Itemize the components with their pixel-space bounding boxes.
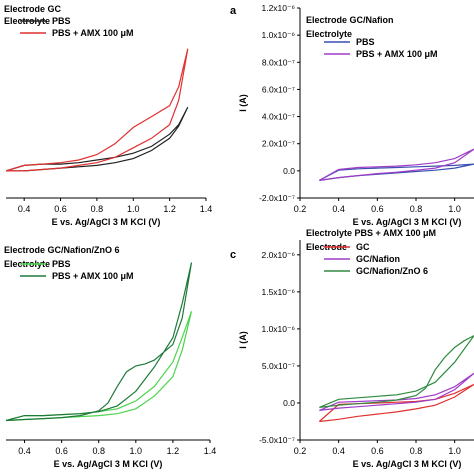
x-tick-label: 0.8: [92, 446, 105, 456]
y-tick-label: 2.0x10⁻⁷: [262, 139, 295, 149]
panel-bottom-left: 0.4 0.6 0.8 1.0 1.2 1.4 E vs. Ag/AgCl 3 M KCl …: [4, 245, 216, 469]
y-axis-label: I (A): [238, 331, 248, 349]
y-tick-label: 2.0x10⁻⁶: [261, 250, 295, 260]
legend-label-1: PBS: [356, 37, 375, 47]
x-tick-label: 1.2: [163, 204, 176, 214]
series-line-3: [319, 335, 474, 408]
annotation-title: Electrode GC/Nafion/ZnO 6: [4, 245, 120, 255]
x-tick-label: 0.2: [294, 204, 307, 214]
x-tick-label: 1.0: [448, 446, 461, 456]
series-line-1: [6, 311, 193, 422]
panel-top-right: 0.2 0.4 0.6 0.8 1.0 1.2x10⁻⁶ 1.0x10⁻⁶ 8.0x10⁻⁷ 6…: [230, 3, 474, 227]
legend-label-1: GC: [356, 242, 370, 252]
x-tick-label: 0.8: [410, 446, 423, 456]
legend-label-1: PBS: [52, 16, 71, 26]
x-tick-label: 0.8: [91, 204, 104, 214]
panel-letter: a: [230, 5, 237, 17]
annotation-subtitle: Electrolyte: [306, 29, 352, 39]
series-line-2: [319, 372, 474, 411]
series-line-1: [6, 106, 189, 172]
legend-label-2: GC/Nafion: [356, 254, 400, 264]
legend-label-2: PBS + AMX 100 μM: [52, 271, 133, 281]
x-tick-label: 0.6: [371, 204, 384, 214]
panel-top-left: 0.4 0.6 0.8 1.0 1.2 1.4 E vs. Ag/AgCl 3 M KCl …: [4, 4, 212, 227]
series-line-2: [319, 148, 474, 181]
annotation-title: Electrode GC: [4, 4, 62, 14]
y-tick-label: 4.0x10⁻⁷: [262, 112, 295, 122]
x-tick-label: 1.2: [167, 446, 180, 456]
annotation-title: Electrode GC/Nafion: [306, 15, 394, 25]
x-tick-label: 1.4: [200, 204, 213, 214]
x-tick-label: 0.4: [18, 204, 31, 214]
legend-label-3: GC/Nafion/ZnO 6: [356, 266, 428, 276]
x-tick-label: 0.2: [294, 446, 307, 456]
x-axis-label: E vs. Ag/AgCl 3 M KCl (V): [52, 217, 161, 227]
x-tick-label: 0.4: [18, 446, 31, 456]
panel-bottom-right: 0.2 0.4 0.6 0.8 1.0 2.0x10⁻⁶ 1.5x10⁻⁶ 1.0x10⁻⁶ 5…: [230, 228, 474, 469]
x-axis-label: E vs. Ag/AgCl 3 M KCl (V): [353, 217, 462, 227]
y-tick-label: 1.0x10⁻⁶: [261, 30, 295, 40]
x-tick-label: 0.6: [55, 446, 68, 456]
y-tick-label: 0.0: [283, 166, 295, 176]
y-tick-label: 8.0x10⁻⁷: [262, 57, 295, 67]
y-tick-label: 0.0: [283, 398, 295, 408]
y-tick-label: 6.0x10⁻⁷: [262, 84, 295, 94]
x-tick-label: 1.0: [130, 446, 143, 456]
series-line-1: [318, 383, 474, 423]
x-axis-label: E vs. Ag/AgCl 3 M KCl (V): [54, 459, 163, 469]
series-line-2: [6, 262, 193, 422]
x-tick-label: 1.0: [127, 204, 140, 214]
y-tick-label: 1.0x10⁻⁶: [261, 324, 295, 334]
x-tick-label: 0.4: [332, 446, 345, 456]
x-tick-label: 1.0: [448, 204, 461, 214]
x-tick-label: 0.6: [54, 204, 67, 214]
x-tick-label: 0.8: [410, 204, 423, 214]
legend-label-2: PBS + AMX 100 μM: [356, 49, 437, 59]
y-tick-label: 1.2x10⁻⁶: [261, 3, 295, 13]
x-tick-label: 0.6: [371, 446, 384, 456]
panel-letter: c: [230, 249, 236, 261]
series-line-2: [6, 48, 189, 172]
x-tick-label: 0.4: [332, 204, 345, 214]
legend-label-2: PBS + AMX 100 μM: [52, 28, 133, 38]
legend-label-1: PBS: [52, 259, 71, 269]
y-tick-label: -5.0x10⁻⁷: [259, 435, 295, 445]
annotation-title: Electrolyte PBS + AMX 100 μM: [306, 228, 436, 238]
y-tick-label: 5.0x10⁻⁷: [262, 361, 295, 371]
y-tick-label: 1.5x10⁻⁶: [261, 287, 295, 297]
y-tick-label: -2.0x10⁻⁷: [259, 193, 295, 203]
x-tick-label: 1.4: [204, 446, 217, 456]
y-axis-label: I (A): [238, 94, 248, 112]
x-axis-label: E vs. Ag/AgCl 3 M KCl (V): [353, 459, 462, 469]
